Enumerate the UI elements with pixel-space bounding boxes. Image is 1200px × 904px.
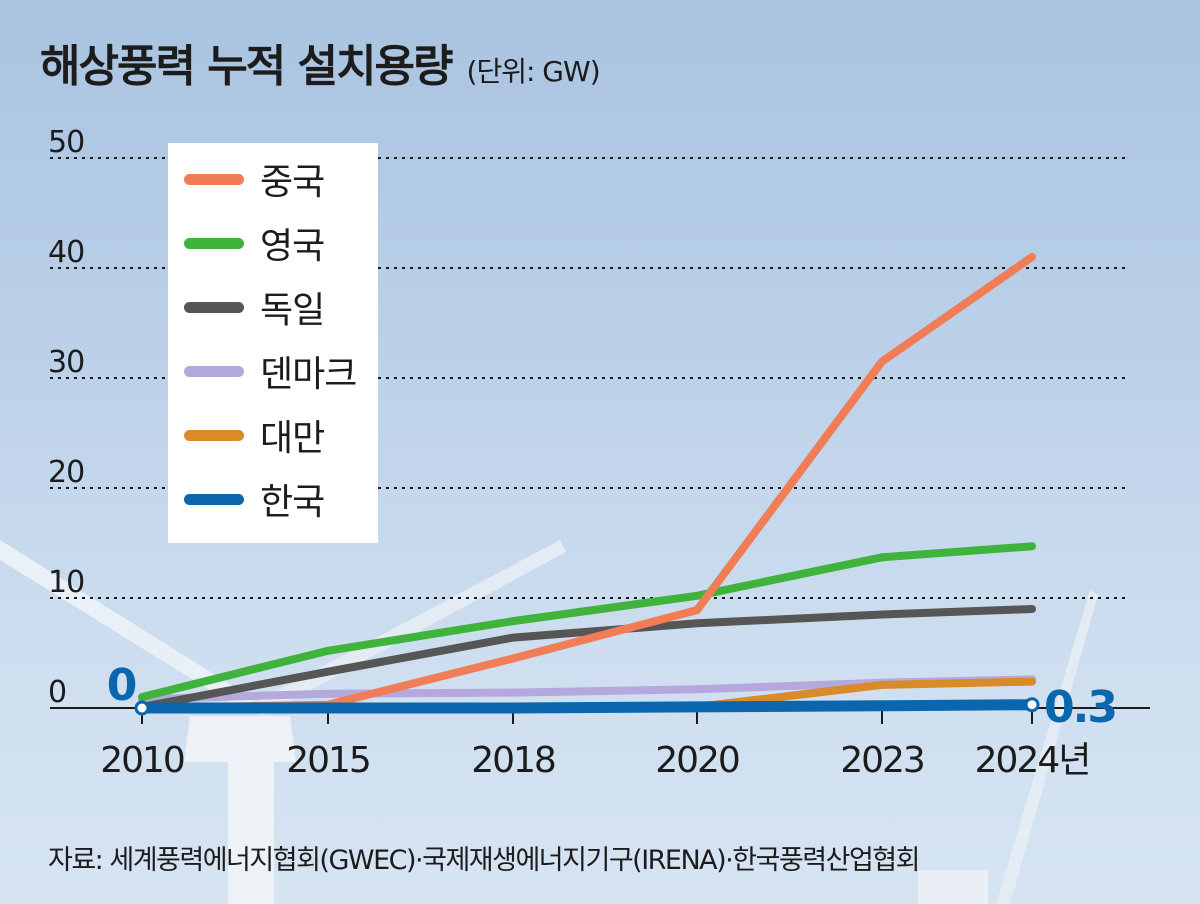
legend-label-denmark: 덴마크 [260,354,357,395]
legend-swatch-uk [184,237,244,249]
x-tick-label: 2015 [286,740,370,781]
legend-item-china: 중국 [184,149,325,209]
y-tick-label: 30 [48,345,84,380]
series-line-한국 [136,699,1038,714]
legend-label-korea: 한국 [260,482,325,523]
y-tick-label: 40 [48,235,84,270]
series-line-영국 [138,542,1036,701]
x-tick-label: 2018 [471,740,555,781]
legend-swatch-taiwan [184,429,244,441]
x-tick-label: 2024년 [975,740,1090,781]
chart-title-block: 해상풍력 누적 설치용량 (단위: GW) [40,30,601,94]
legend-label-taiwan: 대만 [260,418,325,459]
korea-end-marker [1024,697,1040,713]
legend-item-uk: 영국 [184,213,325,273]
x-tick-label: 2023 [840,740,924,781]
legend-swatch-germany [184,301,244,313]
legend-item-taiwan: 대만 [184,405,325,465]
legend-item-korea: 한국 [184,469,325,529]
legend-label-uk: 영국 [260,226,325,267]
chart-title: 해상풍력 누적 설치용량 [40,41,453,92]
y-tick-label: 20 [48,455,84,490]
legend-item-germany: 독일 [184,277,325,337]
legend-label-germany: 독일 [260,290,325,331]
legend-item-denmark: 덴마크 [184,341,357,401]
wind-turbine-background [0,540,1098,904]
korea-end-label: 0.3 [1044,682,1116,733]
korea-start-label: 0 [107,660,138,711]
y-tick-label: 10 [48,565,84,600]
y-tick-label: 0 [48,675,66,710]
legend-label-china: 중국 [260,162,325,203]
korea-start-marker [134,700,150,716]
x-tick-label: 2010 [100,740,184,781]
y-tick-label: 50 [48,125,84,160]
source-note: 자료: 세계풍력에너지협회(GWEC)·국제재생에너지기구(IRENA)·한국풍… [48,845,920,876]
legend-swatch-denmark [184,365,244,377]
legend-swatch-korea [184,493,244,505]
legend: 중국 영국 독일 덴마크 대만 한국 [168,143,378,543]
x-tick-label: 2020 [655,740,739,781]
unit-label: (단위: GW) [466,55,601,88]
legend-swatch-china [184,173,244,185]
